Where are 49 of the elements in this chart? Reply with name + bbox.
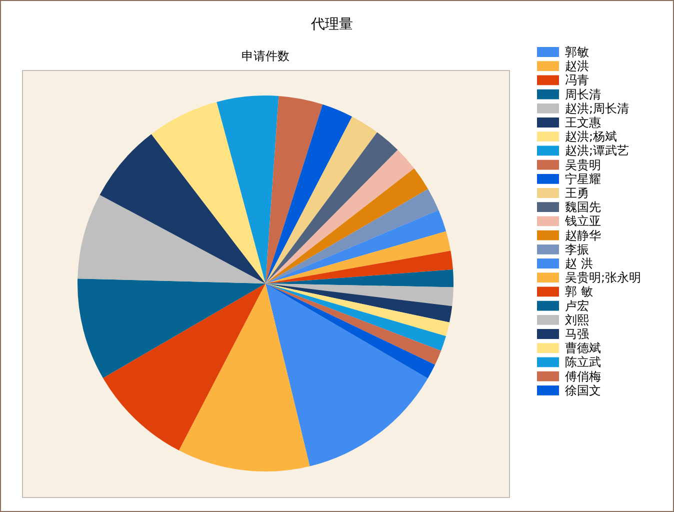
pie-slice — [151, 102, 266, 284]
pie-slice — [266, 168, 428, 284]
legend-label: 李振 — [565, 242, 589, 256]
pie-slice — [100, 134, 266, 284]
pie-slice — [78, 278, 266, 378]
chart-title: 代理量 — [310, 16, 353, 32]
legend-label: 赵洪 — [565, 59, 589, 74]
pie-slice — [266, 284, 442, 365]
pie-slice — [266, 96, 323, 284]
legend-label: 傅俏梅 — [565, 369, 601, 384]
legend-label: 赵洪;杨斌 — [565, 130, 618, 144]
pie-slice — [266, 284, 454, 306]
legend-label: 宁星耀 — [565, 172, 601, 186]
legend-label: 马强 — [565, 327, 589, 341]
pie-slice — [266, 132, 398, 284]
legend-label: 陈立武 — [565, 355, 601, 370]
pie-slice — [266, 231, 451, 284]
pie-slice — [266, 188, 439, 284]
legend-label: 魏国先 — [565, 200, 601, 214]
legend-label: 赵洪;谭武艺 — [565, 144, 630, 158]
pie-slice — [266, 284, 446, 351]
pie-slice — [266, 250, 453, 284]
legend-label: 赵 洪 — [565, 256, 593, 270]
legend-label: 郭 敏 — [565, 284, 593, 299]
pie-slice — [178, 284, 310, 472]
pie-slice — [266, 284, 436, 378]
legend-label: 赵静华 — [565, 228, 601, 242]
pie-slice — [266, 284, 452, 322]
legend-label: 王文惠 — [565, 116, 601, 130]
legend-label: 郭敏 — [565, 45, 589, 59]
pie-slice — [102, 284, 266, 450]
legend-label: 徐国文 — [565, 383, 601, 398]
pie-slice — [266, 284, 450, 336]
legend-label: 周长清 — [565, 87, 601, 102]
legend-label: 吴贵明;张永明 — [565, 270, 642, 285]
pie-slice — [266, 104, 352, 284]
legend-label: 卢宏 — [565, 298, 589, 313]
legend-label: 刘熙 — [565, 312, 589, 327]
chart-subtitle: 申请件数 — [242, 49, 290, 63]
legend-label: 冯青 — [565, 73, 589, 88]
legend-label: 赵洪;周长清 — [565, 101, 630, 116]
legend-label: 吴贵明 — [565, 158, 601, 172]
pie-slice — [266, 150, 414, 284]
legend-label: 钱立亚 — [564, 214, 601, 228]
pie-slice — [266, 116, 378, 284]
pie-slice — [78, 194, 266, 284]
legend-label: 曹德斌 — [565, 341, 601, 356]
legend-label: 王勇 — [565, 186, 589, 200]
pie-slice — [216, 96, 279, 284]
